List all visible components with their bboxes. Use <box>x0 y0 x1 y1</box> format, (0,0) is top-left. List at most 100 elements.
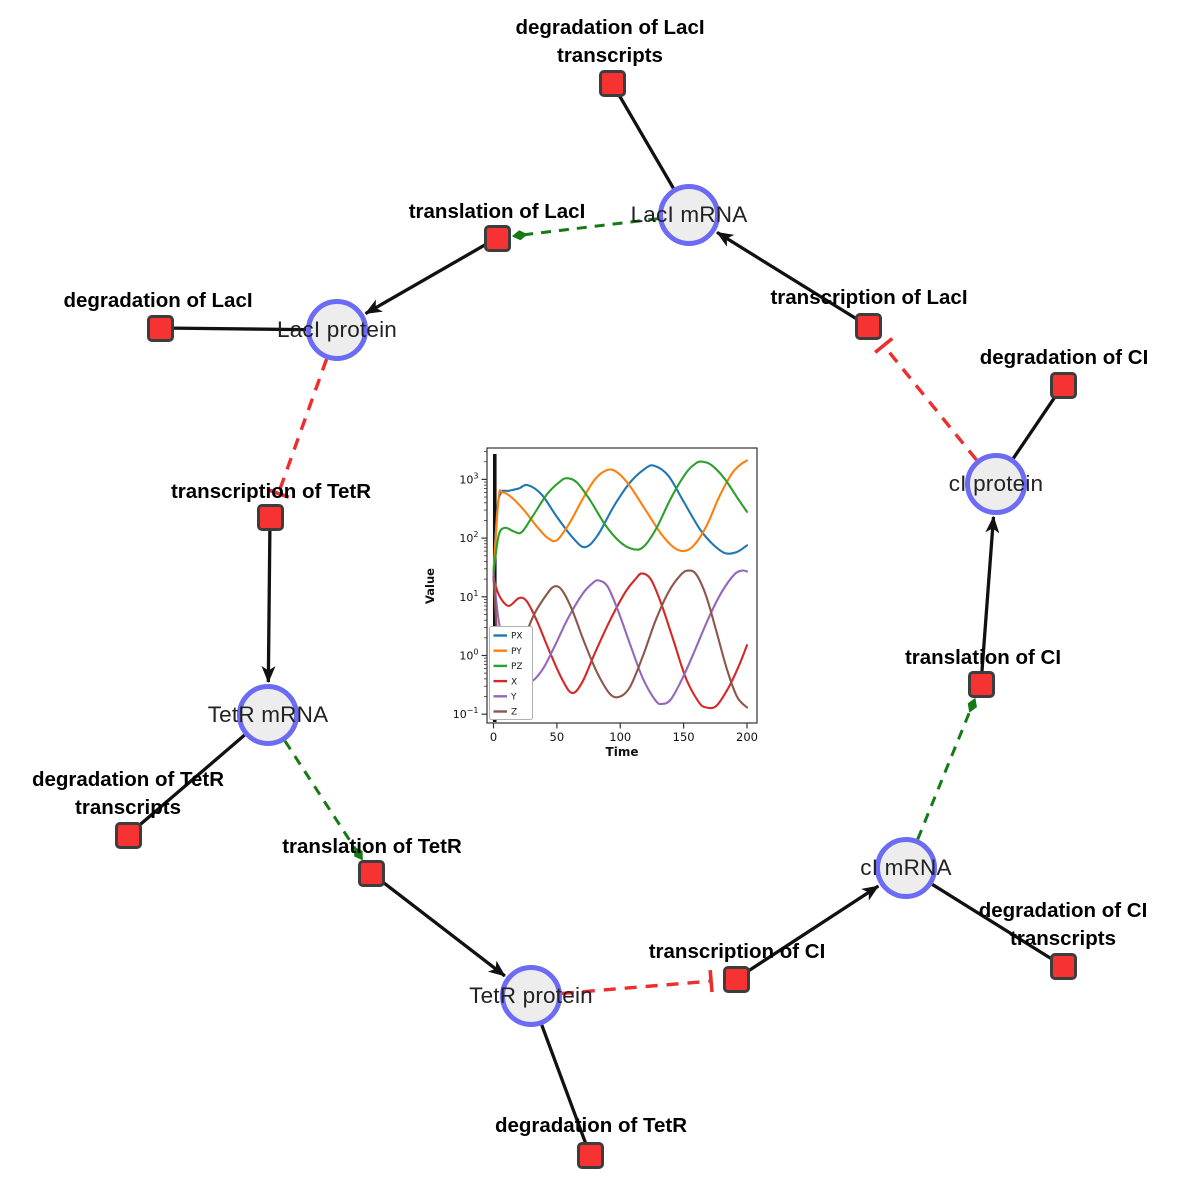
y-tick-label-1e-1: 10−1 <box>453 706 479 721</box>
edge-reactant-ci-protein-to-degradation-ci <box>1012 394 1058 460</box>
legend-entry-X: X <box>511 677 517 687</box>
inhibition-tee-transcription-laci <box>874 337 894 354</box>
reaction-label-line: translation of LacI <box>408 200 586 224</box>
chart-series-PX <box>492 464 749 575</box>
species-label-laci-mrna: LacI mRNA <box>630 202 748 227</box>
y-tick-label-1e0: 100 <box>459 648 478 663</box>
reaction-label-line: degradation of LacI <box>515 16 705 40</box>
edge-reactant-laci-protein-to-degradation-laci <box>172 326 307 332</box>
reaction-label-degradation-ci-transcripts: degradation of CI transcripts <box>979 897 1148 953</box>
reaction-label-transcription-tetr: transcription of TetR <box>171 478 371 506</box>
species-label-ci-mrna: cI mRNA <box>860 855 952 880</box>
edge-modifier-laci-mrna-to-translation-laci <box>511 217 659 241</box>
edge-product-transcription-ci-to-ci-mrna <box>745 884 880 974</box>
edge-inhibition-ci-protein-to-transcription-laci <box>882 344 978 461</box>
reaction-label-line: transcription of CI <box>648 940 826 964</box>
reaction-label-translation-tetr: translation of TetR <box>282 833 462 861</box>
reaction-label-degradation-ci: degradation of CI <box>980 344 1149 372</box>
chart-legend: PX PY PZ XYZ <box>489 626 533 720</box>
reaction-label-degradation-laci-transcripts: degradation of LacI transcripts <box>515 14 704 70</box>
species-label-tetr-protein: TetR protein <box>469 983 593 1008</box>
edge-inhibition-tetr-protein-to-transcription-ci <box>561 979 712 996</box>
reaction-node-translation-tetr[interactable] <box>357 859 385 887</box>
species-node-laci-mrna[interactable] <box>658 184 720 246</box>
edge-product-translation-ci-to-ci-protein <box>980 515 1000 672</box>
species-node-tetr-mrna[interactable] <box>237 684 299 746</box>
x-tick-label-50: 50 <box>550 730 565 744</box>
reaction-node-degradation-laci-transcripts[interactable] <box>598 69 626 97</box>
reaction-label-line: degradation of LacI <box>63 289 253 313</box>
reaction-node-degradation-ci-transcripts[interactable] <box>1049 952 1077 980</box>
reaction-node-translation-ci[interactable] <box>967 670 995 698</box>
species-node-laci-protein[interactable] <box>306 299 368 361</box>
reaction-node-transcription-ci[interactable] <box>722 965 750 993</box>
reaction-label-line: degradation of CI <box>978 899 1148 923</box>
reaction-label-line: degradation of CI <box>979 346 1149 370</box>
reaction-label-transcription-laci: transcription of LacI <box>770 284 967 312</box>
reaction-label-line: translation of CI <box>904 646 1062 670</box>
species-label-laci-protein: LacI protein <box>277 317 397 342</box>
edge-reactant-tetr-mrna-to-degradation-tetr-transcripts <box>136 733 246 828</box>
reaction-label-line: degradation of TetR <box>31 768 225 792</box>
reaction-label-degradation-tetr: degradation of TetR <box>495 1112 687 1140</box>
reaction-label-line: transcripts <box>75 796 181 819</box>
reaction-label-line: transcription of TetR <box>170 480 372 504</box>
chart-series-PY <box>492 459 749 575</box>
reaction-node-translation-laci[interactable] <box>483 224 511 252</box>
species-node-ci-mrna[interactable] <box>875 837 937 899</box>
chart-series-PZ <box>492 460 749 575</box>
x-tick-label-200: 200 <box>736 730 758 744</box>
edge-product-transcription-laci-to-laci-mrna <box>716 230 858 321</box>
inhibition-tee-transcription-ci <box>708 969 714 993</box>
edge-product-translation-laci-to-laci-protein <box>364 243 487 315</box>
edge-reactant-laci-mrna-to-degradation-laci-transcripts <box>617 93 675 190</box>
y-axis-label: Value <box>423 568 437 604</box>
x-tick-label-150: 150 <box>673 730 695 744</box>
reaction-label-translation-ci: translation of CI <box>905 644 1061 672</box>
reaction-label-line: transcription of LacI <box>770 286 968 310</box>
edge-product-transcription-tetr-to-tetr-mrna <box>261 529 276 684</box>
edge-modifier-tetr-mrna-to-translation-tetr <box>283 740 363 861</box>
edge-reactant-tetr-protein-to-degradation-tetr <box>540 1024 588 1144</box>
edge-product-translation-tetr-to-tetr-protein <box>380 879 506 978</box>
reaction-label-line: degradation of TetR <box>494 1114 688 1138</box>
species-label-tetr-mrna: TetR mRNA <box>207 702 329 727</box>
legend-entry-Z: Z <box>511 708 517 718</box>
x-axis-label: Time <box>606 745 639 759</box>
chart-series-X <box>492 572 749 710</box>
species-node-tetr-protein[interactable] <box>500 965 562 1027</box>
reaction-label-degradation-tetr-transcripts: degradation of TetR transcripts <box>32 766 224 822</box>
reaction-label-translation-laci: translation of LacI <box>409 198 586 226</box>
edge-modifier-ci-mrna-to-translation-ci <box>916 697 977 840</box>
inhibition-tee-transcription-tetr <box>267 488 290 499</box>
legend-entry-PZ: PZ <box>511 662 523 672</box>
y-tick-label-1e2: 102 <box>459 530 478 545</box>
reaction-node-transcription-laci[interactable] <box>854 312 882 340</box>
reaction-label-line: transcripts <box>557 44 663 67</box>
reaction-node-degradation-laci[interactable] <box>146 314 174 342</box>
species-label-ci-protein: cI protein <box>948 471 1044 496</box>
x-tick-label-0: 0 <box>490 730 497 744</box>
edge-inhibition-laci-protein-to-transcription-tetr <box>276 358 329 495</box>
reaction-label-degradation-laci: degradation of LacI <box>63 287 252 315</box>
reaction-node-degradation-ci[interactable] <box>1049 371 1077 399</box>
reaction-label-line: transcripts <box>1010 927 1116 950</box>
reaction-label-transcription-ci: transcription of CI <box>649 938 826 966</box>
legend-entry-PX: PX <box>511 632 523 642</box>
x-tick-label-100: 100 <box>609 730 631 744</box>
reaction-label-line: translation of TetR <box>282 835 462 859</box>
reaction-node-transcription-tetr[interactable] <box>256 503 284 531</box>
reaction-node-degradation-tetr[interactable] <box>576 1141 604 1169</box>
edge-reactant-ci-mrna-to-degradation-ci-transcripts <box>931 883 1053 961</box>
reaction-node-degradation-tetr-transcripts[interactable] <box>114 821 142 849</box>
legend-entry-PY: PY <box>511 647 522 657</box>
species-node-ci-protein[interactable] <box>965 453 1027 515</box>
legend-entry-Y: Y <box>510 693 517 703</box>
y-tick-label-1e1: 101 <box>459 589 478 604</box>
y-tick-label-1e3: 103 <box>459 471 478 486</box>
